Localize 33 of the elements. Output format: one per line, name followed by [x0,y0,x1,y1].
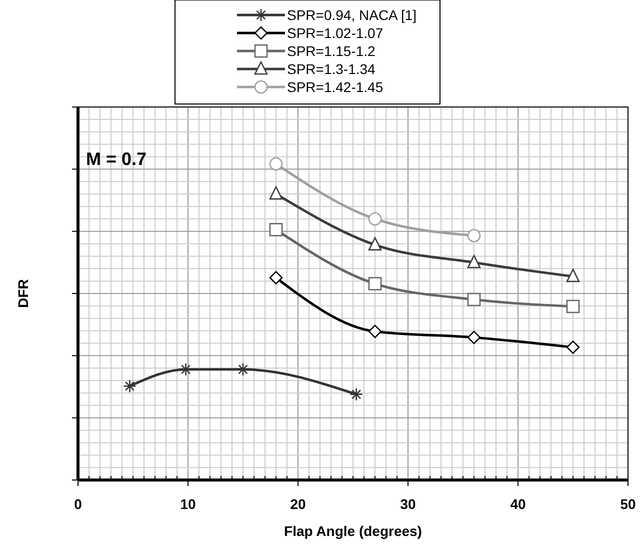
point [467,254,481,268]
legend-label: SPR=1.02-1.07 [287,25,384,41]
legend-label: SPR=1.15-1.2 [287,43,376,59]
x-tick-label: 10 [180,496,196,512]
annotation: M = 0.7 [86,149,147,169]
x-tick-label: 40 [510,496,526,512]
x-tick-label: 20 [290,496,306,512]
point [179,362,192,376]
point [566,300,580,314]
point [123,379,136,393]
x-tick-label: 30 [400,496,416,512]
point [350,388,363,401]
point [566,340,580,354]
point [236,362,250,376]
point [368,324,382,338]
legend-label: SPR=1.3-1.34 [287,61,376,77]
point [467,229,481,242]
point [269,157,283,171]
legend-label: SPR=0.94, NACA [1] [287,7,417,23]
point [467,292,481,306]
point [566,268,580,282]
point [269,186,283,200]
y-axis-title: DFR [15,279,31,308]
point [368,212,382,226]
x-tick-label: 0 [74,496,82,512]
point [368,237,382,250]
legend-label: SPR=1.42-1.45 [287,79,384,95]
x-axis-title: Flap Angle (degrees) [284,523,422,539]
point [269,271,283,284]
x-tick-label: 50 [620,496,636,512]
point [368,277,382,290]
point [467,330,481,344]
point [269,222,283,236]
